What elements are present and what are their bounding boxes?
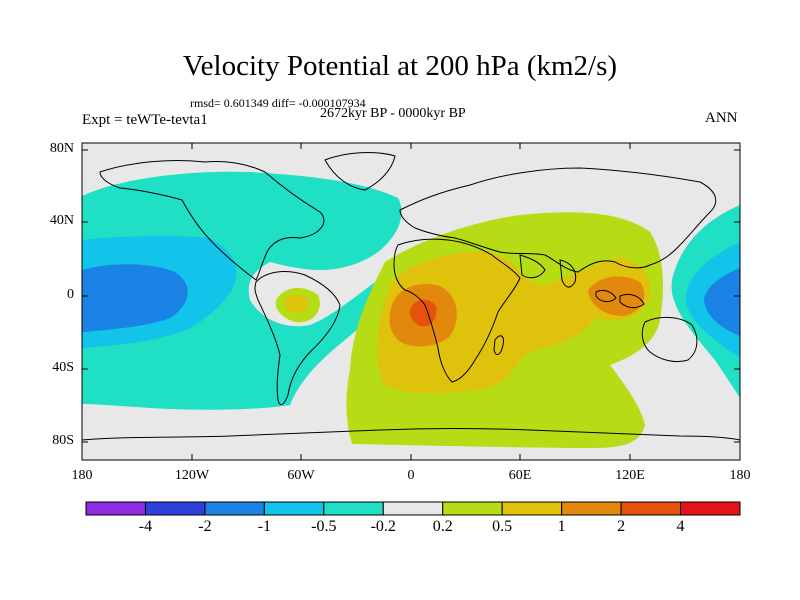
colorbar-swatch [680, 501, 741, 516]
colorbar-swatch [382, 501, 444, 516]
colorbar-label: -2 [198, 518, 212, 535]
lon-label: 60W [287, 468, 315, 483]
colorbar-label: 0.5 [492, 518, 513, 535]
coastlines [82, 152, 740, 441]
colorbar-swatch [85, 501, 146, 516]
experiment-label: Expt = teWTe-tevta1 [82, 112, 208, 128]
lat-label: 80N [49, 141, 74, 156]
colorbar-swatch [323, 501, 384, 516]
stats-line: rmsd= 0.601349 diff= -0.000107934 [190, 96, 366, 110]
contour-pos-05-sa [284, 294, 309, 313]
lon-label: 120E [615, 468, 645, 483]
colorbar-label: -1 [257, 518, 272, 535]
colorbar-label: 2 [617, 518, 626, 535]
plot-title: Velocity Potential at 200 hPa (km2/s) [182, 50, 618, 82]
lon-label: 120W [174, 468, 210, 483]
colorbar-label: -4 [138, 518, 153, 535]
lon-label: 60E [508, 468, 532, 483]
colorbar-label: 4 [676, 518, 685, 535]
colorbar-swatch [204, 501, 265, 516]
colorbar-label: 0.2 [432, 518, 453, 535]
lat-label: 80S [52, 433, 74, 448]
colorbar-swatch [501, 501, 563, 516]
contour-pos-1-asia [588, 276, 645, 316]
contour-fill [82, 143, 740, 460]
contour-pos-05 [376, 251, 651, 394]
contour-neg-1 [82, 264, 188, 332]
period-label: 2672kyr BP - 0000kyr BP [320, 106, 466, 121]
colorbar-swatch [561, 501, 622, 516]
colorbar-label: -0.2 [370, 518, 396, 535]
colorbar-swatch [620, 501, 682, 516]
contour-neg-02 [82, 171, 402, 410]
contour-neg-1-east [704, 268, 740, 336]
colorbar [85, 501, 741, 516]
lon-label: 0 [407, 468, 415, 483]
colorbar-label: -0.5 [311, 518, 337, 535]
colorbar-swatch [144, 501, 206, 516]
colorbar-swatch [263, 501, 325, 516]
colorbar-label: 1 [557, 518, 566, 535]
colorbar-swatch [442, 501, 503, 516]
lat-label: 0 [67, 287, 74, 302]
season-label: ANN [705, 110, 738, 126]
lon-label: 180 [71, 468, 93, 483]
lat-label: 40N [49, 213, 74, 228]
axis-ticks [81, 143, 741, 460]
lat-label: 40S [52, 360, 74, 375]
lon-label: 180 [729, 468, 751, 483]
